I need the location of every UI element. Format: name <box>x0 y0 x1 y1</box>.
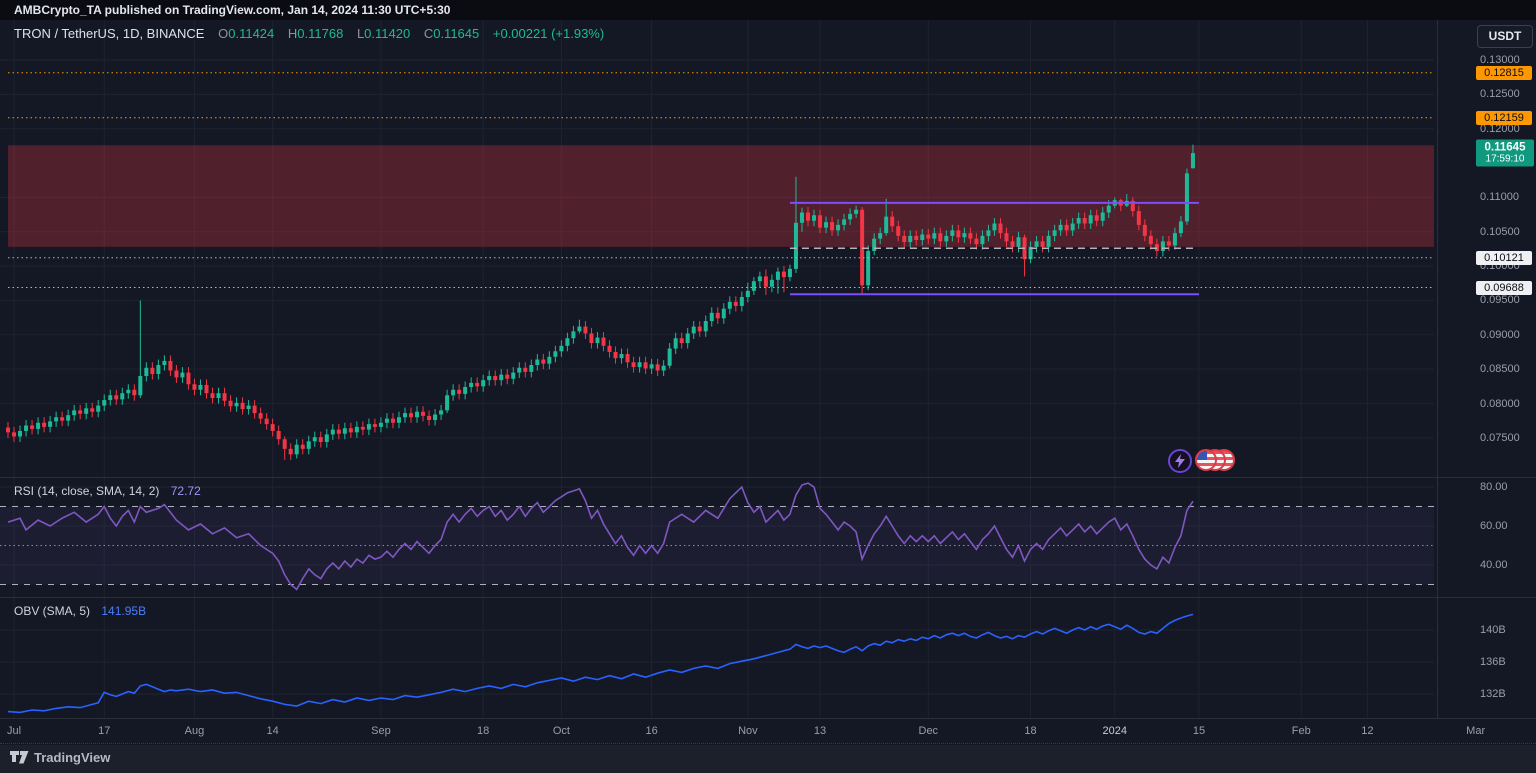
high-value: 0.11768 <box>297 26 344 41</box>
marked-price-label: 0.09688 <box>1476 280 1532 295</box>
us-flag-coin <box>1195 448 1217 471</box>
price-axis-separator <box>1437 20 1438 744</box>
time-tick-label: 18 <box>1024 725 1037 737</box>
obv-legend: OBV (SMA, 5) 141.95B <box>14 604 146 618</box>
last-price-label: 0.11645 17:59:10 <box>1476 139 1534 167</box>
candle-countdown: 17:59:10 <box>1485 153 1525 165</box>
obv-tick-label: 140B <box>1480 624 1506 636</box>
low-label: L <box>356 26 365 41</box>
published-header: AMBCrypto_TA published on TradingView.co… <box>0 0 1536 20</box>
price-tick-label: 0.09000 <box>1480 328 1520 341</box>
change-value: +0.00221 (+1.93%) <box>492 26 605 41</box>
tradingview-logo-text: TradingView <box>34 750 111 765</box>
obv-chart-canvas[interactable] <box>0 598 1437 718</box>
rsi-legend: RSI (14, close, SMA, 14, 2) 72.72 <box>14 484 201 498</box>
chart-mini-icons <box>1168 447 1237 474</box>
time-tick-label: Nov <box>738 725 758 737</box>
symbol-legend: TRON / TetherUS, 1D, BINANCE O0.11424 H0… <box>14 26 604 44</box>
open-label: O <box>218 26 229 41</box>
price-tick-label: 0.13000 <box>1480 54 1520 66</box>
time-tick-label: Jul <box>6 725 22 737</box>
time-tick-label: 18 <box>477 725 490 737</box>
price-axis[interactable]: 0.13000 0.12500 0.12000 0.11000 0.10500 0.100… <box>1437 20 1536 478</box>
pane-separator[interactable] <box>0 597 1536 598</box>
resistance-zone <box>8 145 1434 247</box>
rsi-axis[interactable]: 80.00 60.00 40.00 <box>1437 478 1536 598</box>
obv-tick-label: 132B <box>1480 688 1506 700</box>
close-label: C <box>423 26 434 41</box>
candles-layer <box>6 144 1195 460</box>
time-tick-label: Feb <box>1291 725 1311 737</box>
currency-toggle-button[interactable]: USDT <box>1477 25 1533 48</box>
time-tick-label: 16 <box>645 725 658 737</box>
rsi-tick-label: 60.00 <box>1480 520 1508 532</box>
price-tick-label: 0.11000 <box>1480 191 1519 204</box>
obv-tick-label: 136B <box>1480 656 1506 668</box>
time-tick-label: Dec <box>918 725 939 737</box>
open-value: 0.11424 <box>228 26 275 41</box>
time-axis[interactable]: Jul 17 Aug 14 Sep 18 Oct 16 Nov 13 Dec 18 2024 15 Feb 1… <box>0 718 1536 744</box>
symbol-title: TRON / TetherUS, 1D, BINANCE <box>14 26 205 41</box>
high-label: H <box>287 26 298 41</box>
obv-line <box>7 613 1194 714</box>
tradingview-logo[interactable]: TradingView <box>10 750 110 765</box>
tradingview-logo-icon <box>10 751 29 764</box>
last-price-value: 0.11645 <box>1484 141 1526 154</box>
price-chart-canvas[interactable] <box>0 20 1437 478</box>
time-tick-label: 14 <box>266 725 279 737</box>
rsi-tick-label: 80.00 <box>1480 481 1508 493</box>
time-tick-label: 12 <box>1361 725 1374 737</box>
rsi-chart-canvas[interactable] <box>0 478 1437 598</box>
time-tick-label: Aug <box>184 725 205 737</box>
marked-price-label: 0.12815 <box>1476 65 1532 80</box>
low-value: 0.11420 <box>364 26 411 41</box>
footer-bar: TradingView <box>0 745 1536 773</box>
pane-separator[interactable] <box>0 477 1536 478</box>
rsi-tick-label: 40.00 <box>1480 559 1508 571</box>
time-tick-label: 2024 <box>1102 725 1127 737</box>
rsi-line <box>7 482 1194 591</box>
obv-label: OBV (SMA, 5) <box>14 604 91 618</box>
lightning-icon[interactable] <box>1168 448 1192 473</box>
price-tick-label: 0.08500 <box>1480 363 1520 376</box>
price-tick-label: 0.12500 <box>1480 88 1520 101</box>
rsi-value: 72.72 <box>170 484 201 498</box>
time-tick-label: Mar <box>1466 725 1486 737</box>
time-tick-label: Oct <box>552 725 570 737</box>
price-tick-label: 0.10500 <box>1480 225 1520 238</box>
time-tick-label: Sep <box>371 725 391 737</box>
published-line: AMBCrypto_TA published on TradingView.co… <box>14 3 451 17</box>
price-tick-label: 0.12000 <box>1480 122 1520 135</box>
time-tick-label: 15 <box>1192 725 1206 737</box>
price-tick-label: 0.08000 <box>1480 397 1520 410</box>
marked-price-label: 0.12159 <box>1476 110 1532 125</box>
close-value: 0.11645 <box>433 26 480 41</box>
time-tick-label: 13 <box>813 725 827 737</box>
us-flag-coins-icon[interactable] <box>1195 448 1237 474</box>
price-tick-label: 0.07500 <box>1480 431 1520 444</box>
price-tick-label: 0.09500 <box>1480 294 1520 307</box>
obv-axis[interactable]: 140B 136B 132B <box>1437 598 1536 718</box>
time-tick-label: 17 <box>98 725 111 737</box>
obv-value: 141.95B <box>101 604 147 618</box>
rsi-label: RSI (14, close, SMA, 14, 2) <box>14 484 160 498</box>
marked-price-label: 0.10121 <box>1476 250 1532 265</box>
